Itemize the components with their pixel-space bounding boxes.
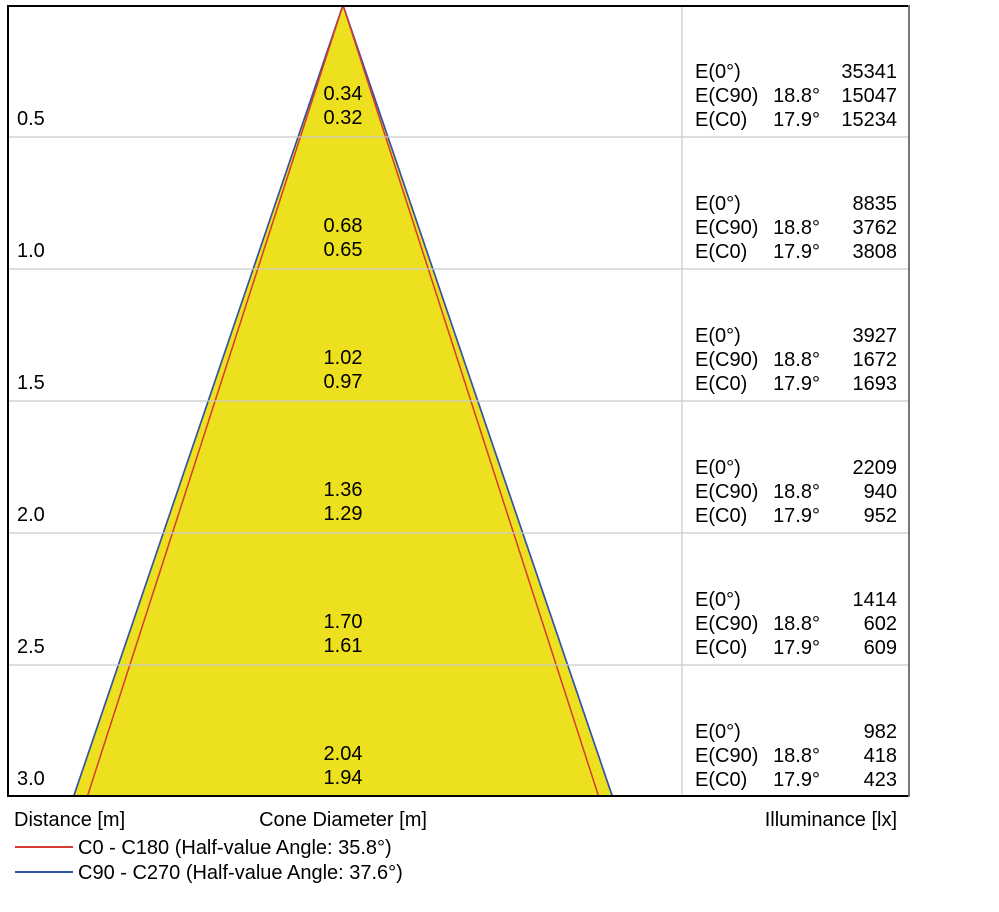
illuminance-axis-label: Illuminance [lx]	[764, 809, 897, 831]
cone-diameter-axis-label: Cone Diameter [m]	[259, 809, 427, 831]
c90-line-swatch	[15, 871, 73, 874]
cone-table: 0.5 0.34 0.32 E(0°) 35341 E(C90) 18.8° 1504…	[7, 5, 910, 797]
distance-axis-label: Distance [m]	[14, 809, 126, 831]
legend-entry-c0: C0 - C180 (Half-value Angle: 35.8°)	[15, 836, 392, 861]
cone-chart-svg	[7, 5, 910, 797]
legend-c90-label: C90 - C270 (Half-value Angle: 37.6°)	[78, 862, 403, 884]
c0-line-swatch	[15, 846, 73, 849]
legend-entry-c90: C90 - C270 (Half-value Angle: 37.6°)	[15, 861, 403, 886]
legend-c0-label: C0 - C180 (Half-value Angle: 35.8°)	[78, 837, 392, 859]
